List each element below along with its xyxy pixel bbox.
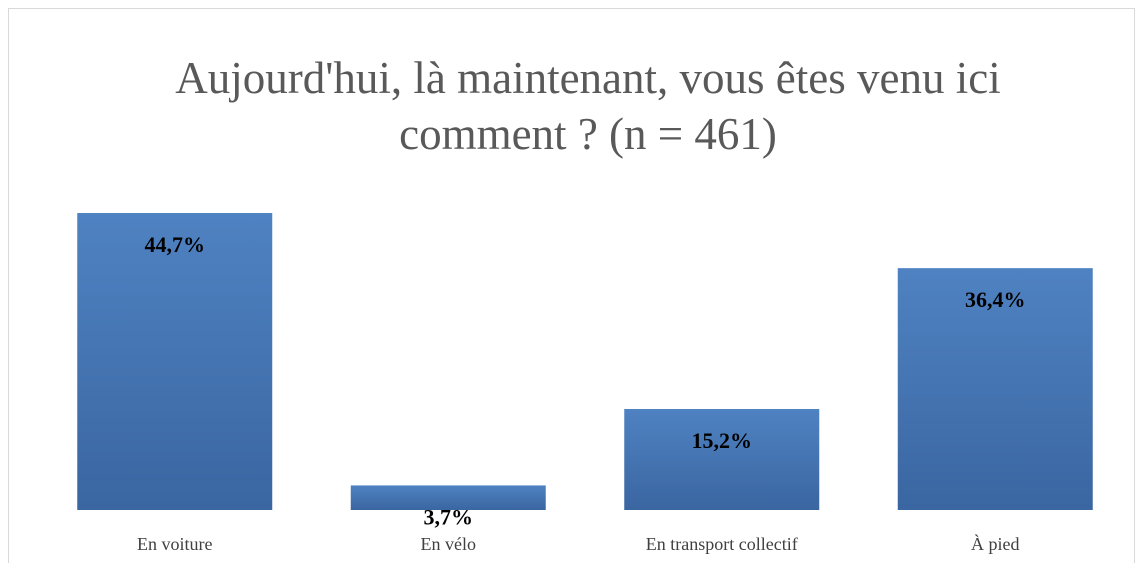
bar bbox=[350, 485, 546, 510]
bar bbox=[77, 213, 273, 511]
chart-frame bbox=[8, 8, 1135, 563]
data-label: 15,2% bbox=[692, 428, 753, 453]
data-label: 44,7% bbox=[145, 232, 206, 257]
x-tick-label: En voiture bbox=[137, 534, 212, 554]
x-tick-label: À pied bbox=[971, 533, 1020, 554]
x-tick-label: En vélo bbox=[421, 534, 477, 554]
chart-title: Aujourd'hui, là maintenant, vous êtes ve… bbox=[175, 53, 1001, 159]
data-label: 36,4% bbox=[965, 287, 1026, 312]
x-tick-label: En transport collectif bbox=[646, 534, 798, 554]
bar bbox=[624, 409, 820, 510]
bar bbox=[897, 268, 1093, 510]
data-label: 3,7% bbox=[424, 504, 474, 529]
